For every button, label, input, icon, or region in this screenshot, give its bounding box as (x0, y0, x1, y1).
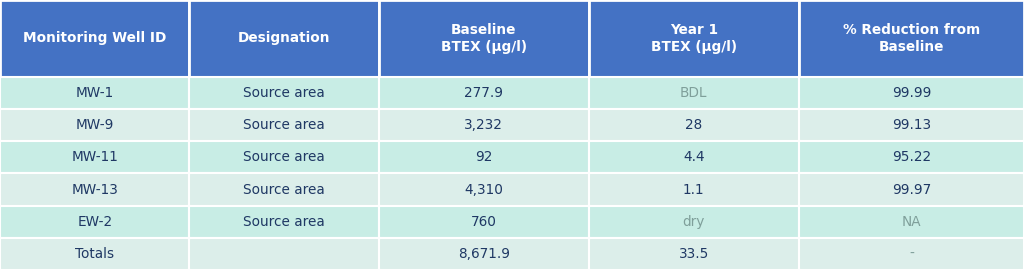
Bar (589, 173, 799, 206)
Bar (799, 173, 1024, 206)
Text: MW-13: MW-13 (72, 183, 118, 197)
Text: 4,310: 4,310 (465, 183, 503, 197)
Bar (589, 238, 799, 270)
Bar (189, 109, 379, 141)
Bar (0, 238, 189, 270)
Text: 33.5: 33.5 (679, 247, 709, 261)
Text: 4.4: 4.4 (683, 150, 705, 164)
Bar (0, 77, 189, 109)
Text: MW-11: MW-11 (72, 150, 118, 164)
Text: 8,671.9: 8,671.9 (458, 247, 510, 261)
Bar (379, 238, 589, 270)
Text: Source area: Source area (244, 86, 325, 100)
Text: Designation: Designation (238, 32, 331, 45)
Text: Totals: Totals (75, 247, 115, 261)
Bar (379, 77, 589, 109)
Bar (799, 238, 1024, 270)
Text: 760: 760 (471, 215, 497, 229)
Bar (379, 141, 589, 174)
Text: 277.9: 277.9 (464, 86, 504, 100)
Text: BDL: BDL (680, 86, 708, 100)
Bar (589, 109, 799, 141)
Text: 99.99: 99.99 (892, 86, 931, 100)
Bar (589, 206, 799, 238)
Bar (379, 206, 589, 238)
Bar (189, 77, 379, 109)
Text: 28: 28 (685, 118, 702, 132)
Text: NA: NA (901, 215, 922, 229)
Text: 1.1: 1.1 (683, 183, 705, 197)
Bar (799, 206, 1024, 238)
Bar (589, 141, 799, 174)
Bar (189, 0, 379, 77)
Bar (379, 109, 589, 141)
Bar (189, 238, 379, 270)
Bar (799, 109, 1024, 141)
Text: % Reduction from
Baseline: % Reduction from Baseline (843, 23, 980, 54)
Bar (0, 0, 189, 77)
Text: Source area: Source area (244, 118, 325, 132)
Text: 3,232: 3,232 (465, 118, 503, 132)
Bar (799, 77, 1024, 109)
Bar (0, 173, 189, 206)
Text: Year 1
BTEX (μg/l): Year 1 BTEX (μg/l) (651, 23, 736, 54)
Bar (189, 173, 379, 206)
Text: 99.13: 99.13 (892, 118, 931, 132)
Bar (799, 0, 1024, 77)
Bar (0, 141, 189, 174)
Bar (799, 141, 1024, 174)
Bar (589, 0, 799, 77)
Text: Source area: Source area (244, 215, 325, 229)
Bar (589, 77, 799, 109)
Text: Monitoring Well ID: Monitoring Well ID (23, 32, 167, 45)
Bar (0, 109, 189, 141)
Text: 99.97: 99.97 (892, 183, 931, 197)
Text: Source area: Source area (244, 183, 325, 197)
Bar (379, 0, 589, 77)
Text: dry: dry (683, 215, 705, 229)
Text: -: - (909, 247, 913, 261)
Text: EW-2: EW-2 (77, 215, 113, 229)
Text: Baseline
BTEX (μg/l): Baseline BTEX (μg/l) (441, 23, 526, 54)
Text: MW-1: MW-1 (76, 86, 114, 100)
Text: 92: 92 (475, 150, 493, 164)
Bar (0, 206, 189, 238)
Text: 95.22: 95.22 (892, 150, 931, 164)
Bar (189, 206, 379, 238)
Bar (379, 173, 589, 206)
Text: Source area: Source area (244, 150, 325, 164)
Bar (189, 141, 379, 174)
Text: MW-9: MW-9 (76, 118, 114, 132)
